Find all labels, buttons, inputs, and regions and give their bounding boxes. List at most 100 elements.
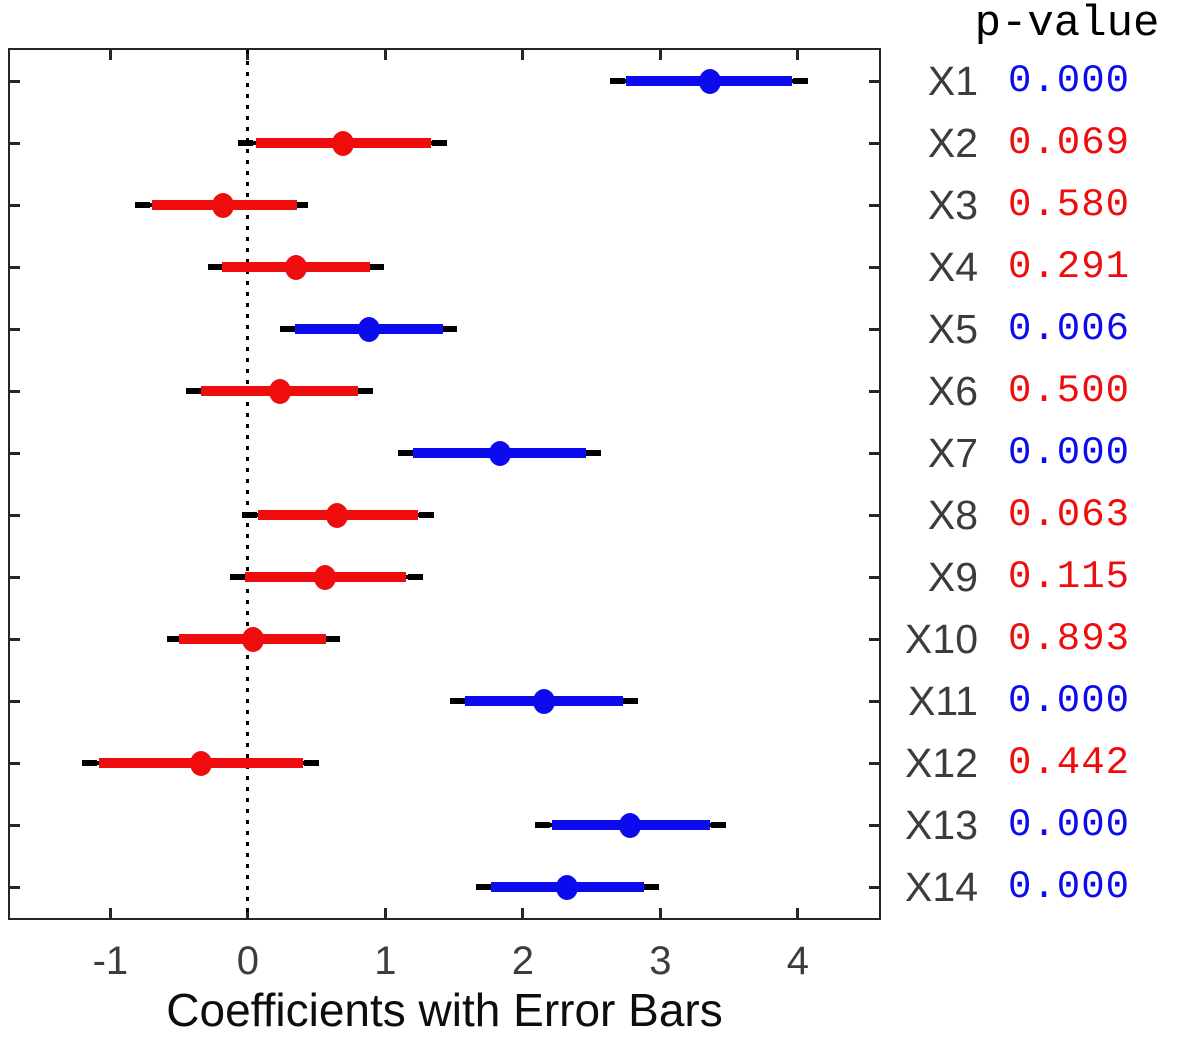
p-value-row: X1 0.000: [0, 50, 1180, 112]
ci-cap-right: [325, 636, 340, 642]
y-tick-left: [10, 265, 20, 269]
row-label: X10: [905, 616, 978, 662]
p-value-row: X6 0.500: [0, 360, 1180, 422]
estimate-dot: [357, 316, 380, 342]
p-value-row: X5 0.006: [0, 298, 1180, 360]
y-tick-right: [869, 327, 879, 331]
p-value: 0.500: [1008, 369, 1131, 413]
row-label: X14: [905, 864, 978, 910]
x-tick-bottom: [383, 908, 387, 918]
p-value: 0.442: [1008, 741, 1131, 785]
x-tick-bottom: [108, 908, 112, 918]
p-value-row: X13 0.000: [0, 794, 1180, 856]
ci-cap-left: [476, 884, 492, 890]
row-label: X6: [927, 368, 978, 414]
ci-cap-left: [279, 326, 295, 332]
estimate-dot: [555, 874, 578, 900]
ci-cap-left: [609, 78, 625, 84]
y-tick-left: [10, 451, 20, 455]
x-tick-top: [108, 50, 112, 60]
ci-cap-left: [208, 264, 223, 270]
row-label: X8: [927, 492, 978, 538]
x-tick-label: 4: [786, 939, 809, 983]
x-tick-label: -1: [92, 939, 129, 983]
p-value: 0.580: [1008, 183, 1131, 227]
row-label: X7: [927, 430, 978, 476]
p-value-row: X10 0.893: [0, 608, 1180, 670]
ci-cap-right: [304, 760, 320, 766]
p-value: 0.000: [1008, 59, 1131, 103]
x-tick-top: [383, 50, 387, 60]
x-tick-bottom: [521, 908, 525, 918]
p-value-row: X11 0.000: [0, 670, 1180, 732]
p-value-row: X14 0.000: [0, 856, 1180, 918]
estimate-dot: [242, 626, 265, 652]
p-value-row: X2 0.069: [0, 112, 1180, 174]
ci-cap-right: [711, 822, 727, 828]
p-value: 0.069: [1008, 121, 1131, 165]
estimate-dot: [285, 254, 307, 280]
y-tick-left: [10, 203, 20, 207]
row-label: X1: [927, 58, 978, 104]
p-value: 0.000: [1008, 803, 1131, 847]
zero-reference-line: [246, 50, 250, 918]
ci-cap-right: [407, 574, 423, 580]
ci-cap-right: [792, 78, 808, 84]
x-tick-top: [796, 50, 800, 60]
ci-cap-right: [418, 512, 434, 518]
y-tick-left: [10, 761, 20, 765]
plot-box: [8, 48, 881, 920]
y-tick-left: [10, 575, 20, 579]
y-tick-left: [10, 823, 20, 827]
p-value: 0.000: [1008, 865, 1131, 909]
p-value-row: X12 0.442: [0, 732, 1180, 794]
y-tick-left: [10, 327, 20, 331]
ci-cap-left: [186, 388, 201, 394]
ci-cap-left: [535, 822, 551, 828]
x-tick-bottom: [796, 908, 800, 918]
p-value-row: X4 0.291: [0, 236, 1180, 298]
y-tick-left: [10, 79, 20, 83]
y-tick-left: [10, 637, 20, 641]
ci-cap-right: [586, 450, 602, 456]
y-tick-right: [869, 699, 879, 703]
x-tick-label: 2: [511, 939, 534, 983]
ci-cap-left: [397, 450, 413, 456]
estimate-dot: [190, 750, 213, 776]
x-tick-label: 3: [649, 939, 672, 983]
y-tick-right: [869, 761, 879, 765]
p-value: 0.893: [1008, 617, 1131, 661]
row-label: X3: [927, 182, 978, 228]
estimate-dot: [326, 502, 349, 528]
ci-cap-right: [623, 698, 639, 704]
y-tick-right: [869, 265, 879, 269]
estimate-dot: [532, 688, 555, 714]
ci-cap-right: [293, 202, 309, 208]
ci-cap-right: [358, 388, 373, 394]
row-label: X2: [927, 120, 978, 166]
y-tick-right: [869, 141, 879, 145]
y-tick-right: [869, 451, 879, 455]
estimate-dot: [488, 440, 511, 466]
y-tick-right: [869, 389, 879, 393]
row-label: X12: [905, 740, 978, 786]
y-tick-left: [10, 513, 20, 517]
ci-cap-right: [441, 326, 457, 332]
plot-area: [10, 50, 879, 918]
ci-cap-left: [81, 760, 97, 766]
row-label: X5: [927, 306, 978, 352]
y-tick-right: [869, 637, 879, 641]
ci-cap-left: [242, 512, 258, 518]
ci-cap-left: [230, 574, 245, 580]
p-value-row: X7 0.000: [0, 422, 1180, 484]
estimate-dot: [268, 378, 291, 404]
y-tick-left: [10, 141, 20, 145]
p-value: 0.291: [1008, 245, 1131, 289]
p-value: 0.000: [1008, 679, 1131, 723]
p-value-row: X3 0.580: [0, 174, 1180, 236]
x-tick-label: 0: [236, 939, 259, 983]
row-label: X13: [905, 802, 978, 848]
y-tick-right: [869, 575, 879, 579]
x-tick-top: [521, 50, 525, 60]
